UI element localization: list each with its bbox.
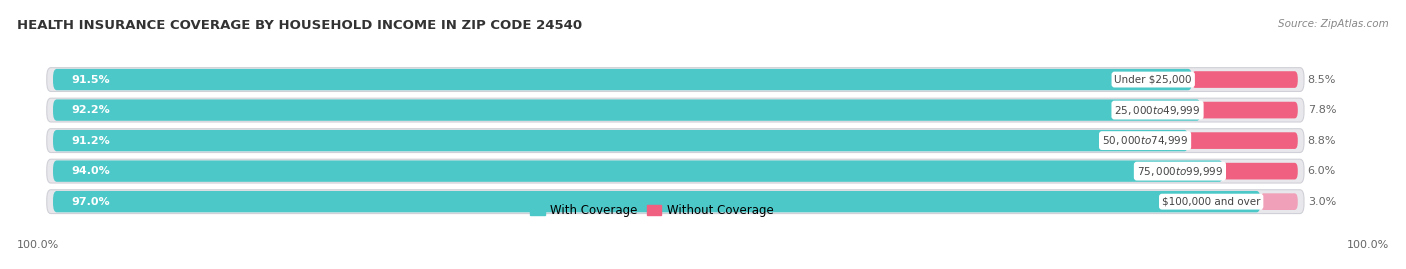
FancyBboxPatch shape — [1223, 163, 1298, 179]
Text: 94.0%: 94.0% — [72, 166, 111, 176]
Text: 97.0%: 97.0% — [72, 197, 110, 207]
Text: $75,000 to $99,999: $75,000 to $99,999 — [1137, 165, 1223, 178]
FancyBboxPatch shape — [46, 68, 1303, 91]
Text: 7.8%: 7.8% — [1308, 105, 1336, 115]
Text: 8.5%: 8.5% — [1308, 75, 1336, 84]
FancyBboxPatch shape — [1188, 132, 1298, 149]
Text: 92.2%: 92.2% — [72, 105, 111, 115]
Text: 6.0%: 6.0% — [1308, 166, 1336, 176]
Text: 3.0%: 3.0% — [1308, 197, 1336, 207]
Text: $100,000 and over: $100,000 and over — [1161, 197, 1260, 207]
Text: 100.0%: 100.0% — [1347, 240, 1389, 250]
Text: $25,000 to $49,999: $25,000 to $49,999 — [1115, 104, 1201, 116]
FancyBboxPatch shape — [1201, 102, 1298, 118]
FancyBboxPatch shape — [53, 191, 1260, 212]
FancyBboxPatch shape — [46, 190, 1303, 214]
FancyBboxPatch shape — [1192, 71, 1298, 88]
Text: 100.0%: 100.0% — [17, 240, 59, 250]
FancyBboxPatch shape — [46, 159, 1303, 183]
Text: $50,000 to $74,999: $50,000 to $74,999 — [1102, 134, 1188, 147]
Text: Source: ZipAtlas.com: Source: ZipAtlas.com — [1278, 19, 1389, 29]
Text: 91.2%: 91.2% — [72, 136, 111, 146]
FancyBboxPatch shape — [1260, 193, 1298, 210]
Text: 91.5%: 91.5% — [72, 75, 110, 84]
FancyBboxPatch shape — [46, 129, 1303, 153]
Text: 8.8%: 8.8% — [1308, 136, 1336, 146]
Text: HEALTH INSURANCE COVERAGE BY HOUSEHOLD INCOME IN ZIP CODE 24540: HEALTH INSURANCE COVERAGE BY HOUSEHOLD I… — [17, 19, 582, 32]
FancyBboxPatch shape — [53, 69, 1192, 90]
Legend: With Coverage, Without Coverage: With Coverage, Without Coverage — [526, 199, 779, 222]
Text: Under $25,000: Under $25,000 — [1115, 75, 1192, 84]
FancyBboxPatch shape — [53, 100, 1201, 121]
FancyBboxPatch shape — [46, 98, 1303, 122]
FancyBboxPatch shape — [53, 130, 1188, 151]
FancyBboxPatch shape — [53, 160, 1223, 182]
